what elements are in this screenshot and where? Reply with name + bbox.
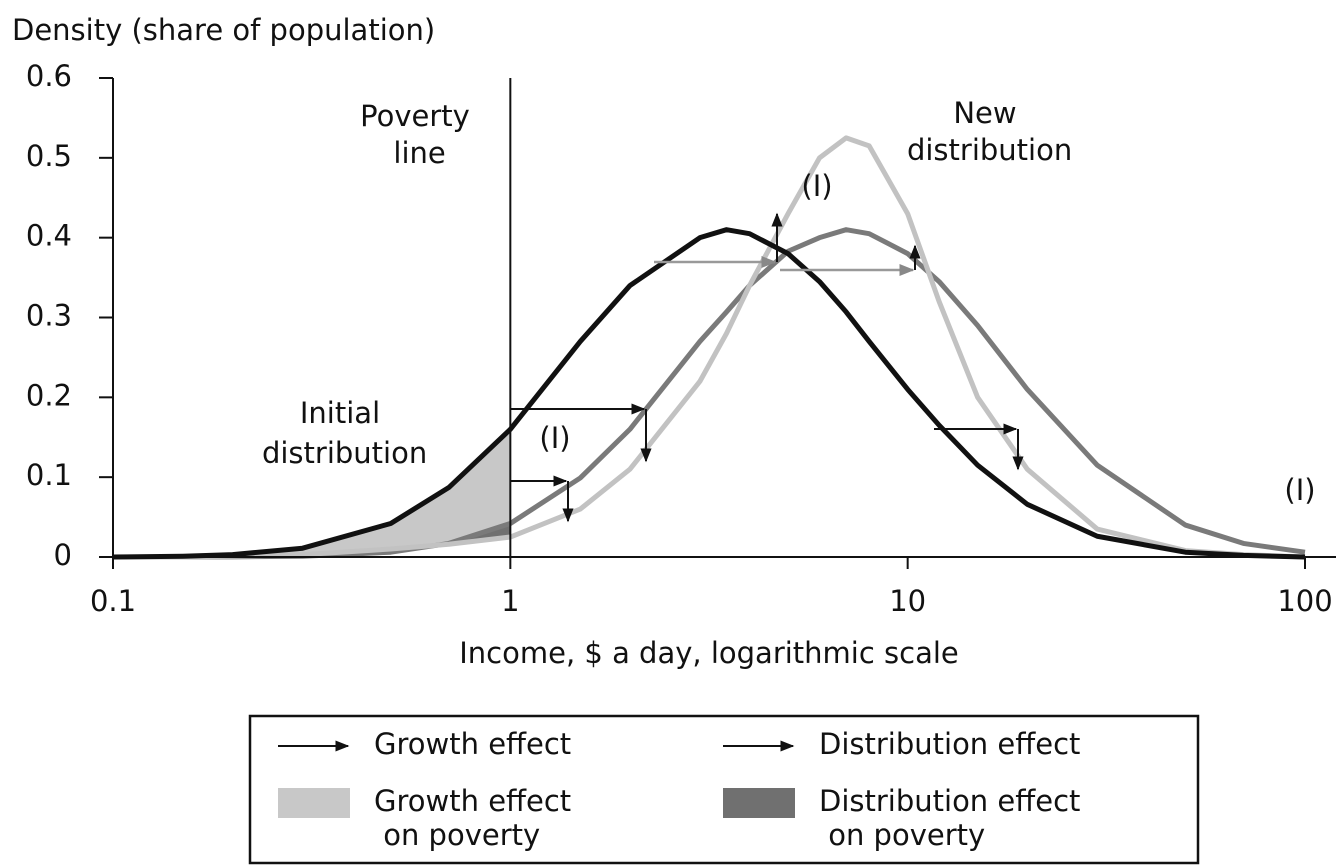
effect-arrows [510, 212, 1024, 523]
density-curve [112, 227, 1306, 560]
curve-label: Initial distribution [253, 396, 427, 470]
x-tick-label: 1 [501, 584, 519, 618]
y-axis-label: Density (share of population) [12, 13, 435, 47]
poverty-line-label: Poverty line [360, 99, 470, 170]
poverty-area [113, 429, 511, 557]
x-axis-label: Income, $ a day, logarithmic scale [459, 636, 959, 670]
annotation: (I) [539, 421, 570, 455]
legend-label: Growth effect on poverty [374, 784, 571, 852]
legend-label: Distribution effect on poverty [819, 784, 1080, 852]
density-curve [113, 227, 1306, 560]
y-tick-label: 0.6 [26, 59, 72, 93]
x-tick-label: 0.1 [90, 584, 136, 618]
density-curve [113, 135, 1306, 560]
legend-swatch [723, 788, 795, 818]
curve-label: New distribution [898, 96, 1072, 167]
y-tick-label: 0.2 [26, 378, 72, 412]
legend-label: Growth effect [374, 727, 571, 761]
legend-label: Distribution effect [819, 727, 1080, 761]
legend-box [248, 714, 1200, 865]
y-tick-label: 0.3 [26, 299, 72, 333]
x-tick-label: 10 [889, 584, 926, 618]
y-tick-label: 0 [54, 538, 72, 572]
y-tick-label: 0.1 [26, 458, 72, 492]
x-tick-label: 100 [1277, 584, 1332, 618]
y-tick-label: 0.4 [26, 219, 72, 253]
y-tick-label: 0.5 [26, 139, 72, 173]
annotation: (I) [801, 169, 832, 203]
annotation: (I) [1284, 473, 1315, 507]
legend-swatch [278, 788, 350, 818]
